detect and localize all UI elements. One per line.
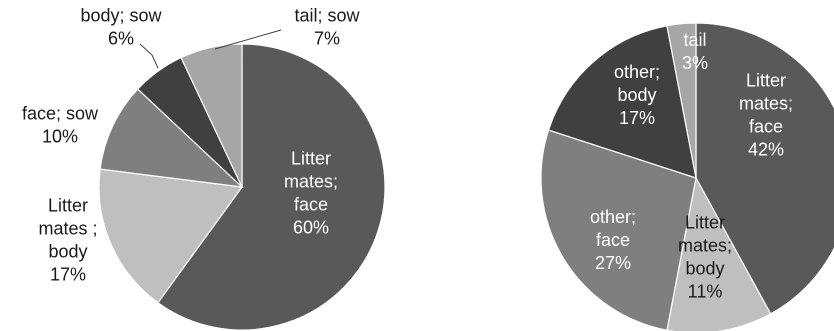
pie-slice-other-tail bbox=[666, 22, 697, 179]
slice-data-label: other; face 27% bbox=[590, 207, 636, 273]
pie-slice-litter-mates-body bbox=[666, 176, 772, 331]
pie-slice-other-body bbox=[547, 25, 697, 179]
slice-data-label: other; tail 3% bbox=[672, 7, 718, 73]
slice-data-label: other; body 17% bbox=[614, 62, 660, 128]
pie-slice-litter-mates-body bbox=[98, 168, 244, 304]
slice-data-label: Litter mates ; body 17% bbox=[38, 196, 97, 285]
pie-slice-face-sow bbox=[99, 88, 244, 188]
leader-line bbox=[139, 43, 159, 69]
pie-slice-litter-mates-face bbox=[695, 22, 834, 315]
slice-data-label: tail; sow 7% bbox=[294, 6, 360, 49]
leader-line bbox=[214, 29, 282, 50]
pie-slice-other-face bbox=[540, 129, 697, 331]
slice-data-label: body; sow 6% bbox=[80, 6, 162, 49]
slice-data-label: Litter mates; face 60% bbox=[284, 149, 338, 238]
pie-chart-left: Litter mates; face 60% Litter mates ; body 17% f… bbox=[22, 6, 386, 331]
slice-data-label: Litter mates; body 11% bbox=[678, 213, 732, 302]
slice-data-label: Litter mates; face 42% bbox=[739, 71, 793, 160]
pie-chart-right: Litter mates; face 42%Litter mates; body 11% ot… bbox=[540, 7, 834, 331]
slice-data-label: face; sow 10% bbox=[22, 104, 99, 147]
pie-slice-litter-mates-face bbox=[157, 43, 386, 331]
pie-slice-tail-sow bbox=[180, 43, 243, 188]
